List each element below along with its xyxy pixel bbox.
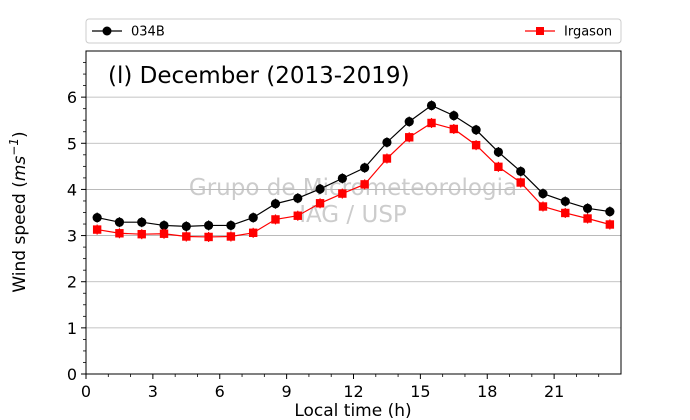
data-point-034b <box>360 163 370 173</box>
data-point-034b <box>560 196 570 207</box>
data-point-irgason <box>427 118 436 128</box>
x-tick-label: 3 <box>148 382 158 401</box>
legend: 034B Irgason <box>85 18 622 44</box>
data-point-034b <box>382 137 392 147</box>
y-tick-label: 4 <box>67 180 77 199</box>
data-point-034b <box>426 100 437 111</box>
data-point-irgason <box>605 220 615 229</box>
x-tick-label: 6 <box>215 382 225 401</box>
data-point-034b <box>471 125 481 135</box>
data-point-irgason <box>449 124 459 134</box>
data-point-irgason <box>159 229 169 238</box>
data-point-irgason <box>293 211 302 220</box>
data-point-034b <box>493 147 503 157</box>
data-point-irgason <box>137 229 146 239</box>
y-tick-label: 0 <box>67 365 77 384</box>
data-point-034b <box>159 220 169 231</box>
data-point-irgason <box>182 232 191 241</box>
data-point-034b <box>538 188 548 199</box>
chart-title: (l) December (2013-2019) <box>108 63 410 89</box>
y-axis-label-unit: ms <box>10 156 30 182</box>
data-point-irgason <box>92 225 102 234</box>
data-point-034b <box>270 199 281 209</box>
data-point-irgason <box>471 140 481 150</box>
data-point-034b <box>582 203 593 213</box>
data-point-irgason <box>204 232 213 242</box>
data-point-irgason <box>271 215 280 224</box>
y-axis-label-close: ) <box>10 131 30 138</box>
y-tick-label: 2 <box>67 273 77 292</box>
data-point-irgason <box>115 229 124 238</box>
series-layer <box>92 100 615 242</box>
x-tick-label: 15 <box>410 382 430 401</box>
data-point-irgason <box>405 133 414 142</box>
legend-marker-irgason <box>536 27 544 35</box>
watermark-line-1: Grupo de Micrometeorologia <box>189 175 517 201</box>
x-tick-label: 12 <box>343 382 363 401</box>
legend-label-irgason: Irgason <box>564 25 612 40</box>
x-tick-label: 0 <box>81 382 91 401</box>
data-point-034b <box>226 220 236 231</box>
data-point-034b <box>315 184 325 194</box>
data-point-irgason <box>338 189 347 198</box>
x-tick-label: 21 <box>544 382 564 401</box>
y-axis-label-main: Wind speed ( <box>10 181 30 293</box>
data-point-irgason <box>226 232 236 241</box>
y-tick-label: 5 <box>67 134 77 153</box>
data-point-034b <box>449 111 459 121</box>
x-tick-label: 9 <box>282 382 292 401</box>
data-point-034b <box>248 212 258 223</box>
data-point-034b <box>337 173 347 183</box>
data-point-irgason <box>583 214 592 223</box>
data-point-034b <box>114 217 125 227</box>
y-axis-label-exponent: −1 <box>7 138 21 156</box>
legend-frame <box>85 18 622 44</box>
data-point-irgason <box>360 180 369 189</box>
legend-label-034b: 034B <box>131 25 165 40</box>
data-point-irgason <box>494 162 503 172</box>
data-point-034b <box>293 193 303 203</box>
legend-marker-034b <box>102 26 112 36</box>
data-point-034b <box>137 217 147 227</box>
y-tick-label: 3 <box>67 227 77 246</box>
y-tick-label: 6 <box>67 88 77 107</box>
data-point-irgason <box>561 208 570 218</box>
data-point-irgason <box>538 202 548 211</box>
data-point-irgason <box>382 154 392 163</box>
data-point-irgason <box>315 199 325 208</box>
data-point-034b <box>181 221 191 231</box>
data-point-034b <box>204 220 214 231</box>
data-point-034b <box>92 212 102 223</box>
data-point-irgason <box>516 178 525 187</box>
y-tick-label: 1 <box>67 319 77 338</box>
data-point-irgason <box>248 228 258 238</box>
y-axis-label: Wind speed (ms−1) <box>7 131 30 292</box>
x-tick-label: 18 <box>477 382 497 401</box>
x-axis-label: Local time (h) <box>294 401 411 420</box>
data-point-034b <box>605 206 615 217</box>
data-point-034b <box>516 166 526 177</box>
data-point-034b <box>404 116 414 127</box>
